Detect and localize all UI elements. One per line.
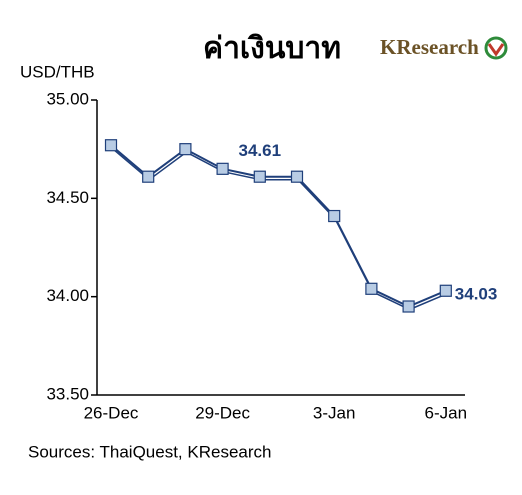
- data-label: 34.03: [455, 284, 498, 303]
- y-axis-label: USD/THB: [20, 62, 95, 81]
- marker: [290, 170, 304, 183]
- marker: [328, 209, 341, 223]
- line-shadow: [111, 147, 448, 311]
- data-label: 34.61: [239, 141, 282, 160]
- line: [110, 144, 447, 308]
- y-tick-label: 35.00: [46, 89, 89, 108]
- y-tick-label: 34.50: [46, 188, 89, 207]
- y-tick-label: 34.00: [46, 286, 89, 305]
- y-tick-label: 33.50: [46, 384, 89, 403]
- marker: [439, 284, 452, 297]
- marker: [104, 139, 118, 152]
- logo-icon: [484, 36, 508, 60]
- x-tick-label: 26-Dec: [84, 403, 139, 422]
- x-tick-label: 3-Jan: [313, 403, 356, 422]
- marker: [142, 170, 155, 183]
- x-tick-label: 29-Dec: [195, 403, 250, 422]
- x-tick-label: 6-Jan: [425, 403, 468, 422]
- marker: [365, 282, 378, 295]
- logo-text: KResearch: [380, 35, 479, 59]
- marker: [179, 143, 192, 156]
- marker: [216, 162, 229, 175]
- source-note: Sources: ThaiQuest, KResearch: [28, 442, 271, 461]
- marker: [253, 170, 266, 183]
- chart-title: ค่าเงินบาท: [203, 32, 341, 65]
- marker: [402, 300, 415, 313]
